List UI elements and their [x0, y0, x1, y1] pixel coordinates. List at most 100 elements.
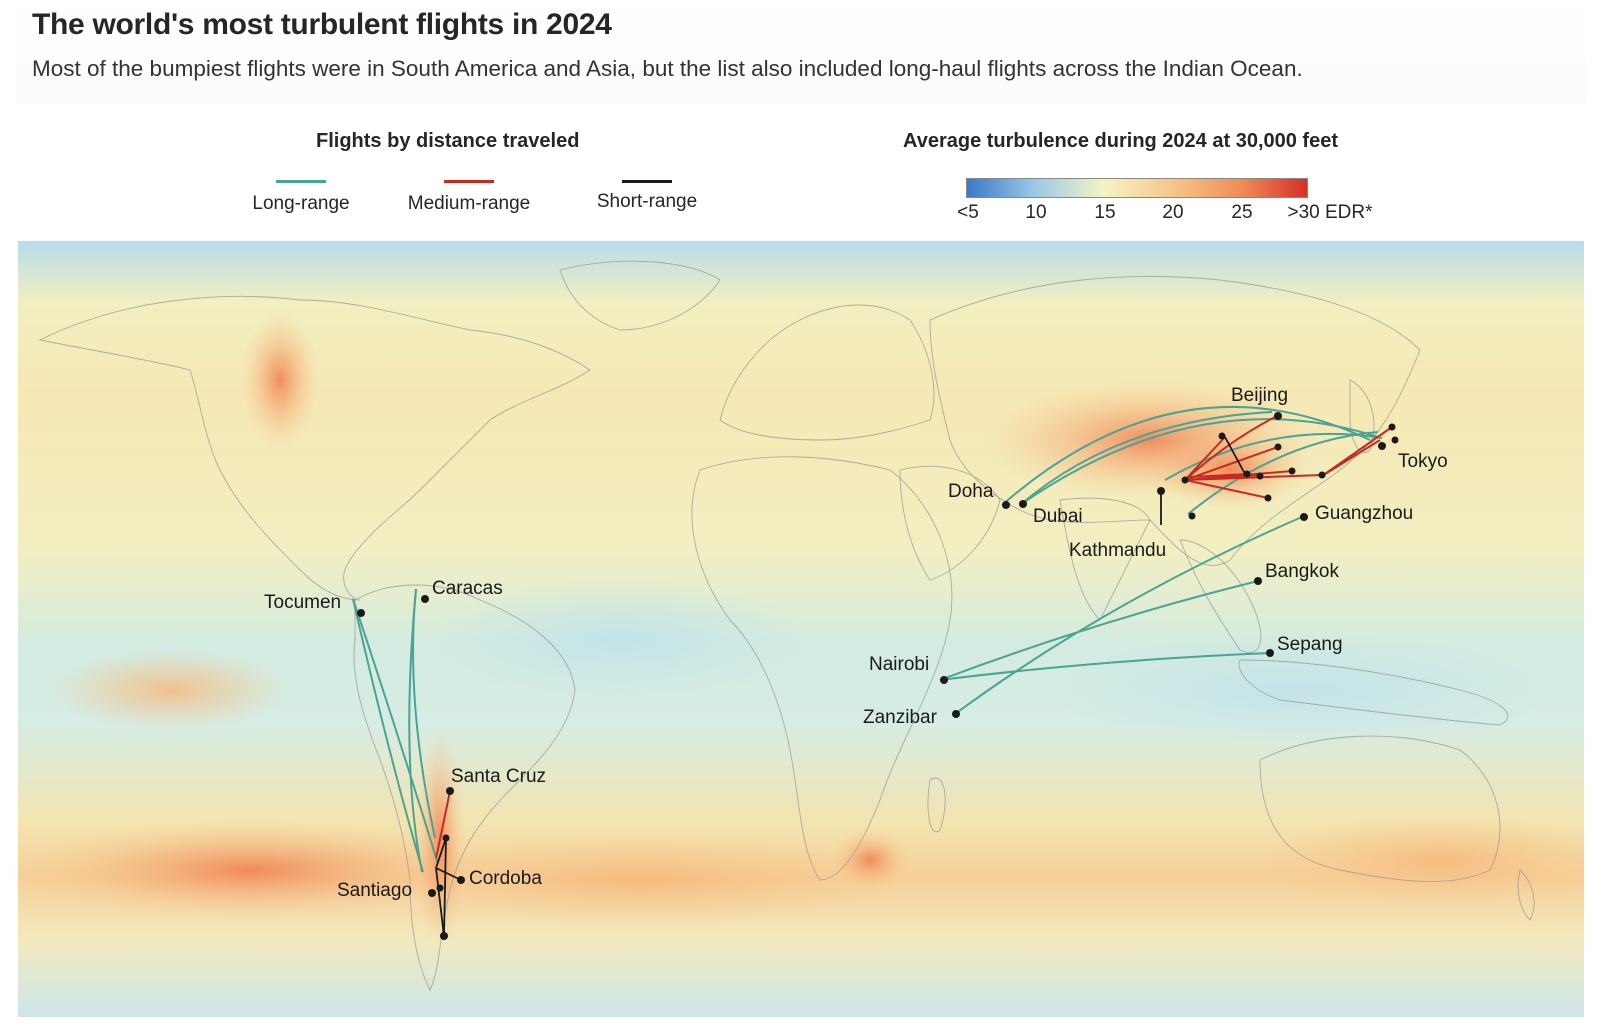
route-kathmandu-southeast	[1184, 479, 1269, 499]
new-zealand-outline	[1517, 869, 1535, 921]
short-range-swatch	[622, 180, 672, 183]
city-label-zanzibar: Zanzibar	[863, 707, 938, 728]
city-label-beijing: Beijing	[1231, 385, 1288, 406]
city-dot-zanzibar	[952, 710, 960, 718]
city-dot	[1274, 443, 1282, 451]
turbulence-coolspot	[430, 580, 810, 700]
city-dot	[1181, 476, 1189, 484]
route-kathmandu-east-1	[1184, 446, 1279, 481]
route-tocumen-santiago	[352, 598, 424, 873]
india-outline	[1059, 497, 1151, 621]
turbulence-hotspot	[380, 835, 900, 925]
city-dot	[1264, 494, 1272, 502]
city-label-caracas: Caracas	[432, 578, 503, 599]
short-range-routes	[435, 436, 1246, 937]
long-range-swatch	[276, 180, 326, 183]
page-subtitle: Most of the bumpiest flights were in Sou…	[32, 56, 1303, 81]
turbulence-hotspot	[1260, 815, 1584, 905]
city-dot	[1243, 470, 1251, 478]
route-santa-cruz-santiago	[435, 790, 451, 859]
route-nairobi-sepang	[939, 652, 1271, 681]
route-dubai-beijing	[1019, 411, 1273, 506]
city-dot-tokyo	[1378, 442, 1386, 450]
world-map-svg: Tocumen Caracas Santa Cruz Cordoba Santi…	[18, 241, 1584, 1017]
scale-tick: <5	[957, 202, 979, 223]
route-santiago-south	[435, 867, 445, 937]
south-america-outline	[353, 584, 576, 992]
city-dot	[1318, 471, 1326, 479]
route-bangkok-region-tokyo	[1187, 431, 1379, 515]
city-dot-sepang	[1266, 649, 1274, 657]
city-dot	[436, 884, 444, 892]
city-dot-beijing	[1274, 412, 1282, 420]
world-map: Tocumen Caracas Santa Cruz Cordoba Santi…	[18, 241, 1584, 1017]
scale-tick: 20	[1162, 202, 1184, 223]
turbulence-hotspot	[830, 830, 910, 890]
scale-tick: >30 EDR*	[1287, 202, 1373, 223]
city-label-tocumen: Tocumen	[264, 592, 341, 613]
city-dot	[1388, 423, 1396, 431]
city-label-sepang: Sepang	[1277, 634, 1343, 655]
city-dot-nairobi	[940, 676, 948, 684]
city-label-santa-cruz: Santa Cruz	[451, 766, 546, 787]
arabia-outline	[899, 465, 1001, 581]
long-range-routes	[352, 405, 1383, 873]
city-label-bangkok: Bangkok	[1265, 561, 1339, 582]
continent-outlines	[38, 260, 1535, 992]
city-label-kathmandu: Kathmandu	[1069, 540, 1166, 561]
asia-outline	[929, 275, 1421, 566]
city-label-guangzhou: Guangzhou	[1315, 503, 1413, 524]
europe-outline	[719, 304, 935, 441]
madagascar-outline	[927, 777, 946, 833]
city-dot-tocumen	[357, 609, 365, 617]
page-title: The world's most turbulent flights in 20…	[32, 8, 612, 41]
city-dot-mendoza	[442, 834, 450, 842]
city-label-dubai: Dubai	[1033, 506, 1083, 527]
city-dot-caracas	[421, 595, 429, 603]
route-doha-tokyo	[1001, 405, 1371, 506]
medium-range-swatch	[444, 180, 494, 183]
city-dot-bangkok	[1254, 577, 1262, 585]
city-label-santiago: Santiago	[337, 880, 412, 901]
route-santiago-cordoba	[435, 867, 462, 881]
africa-outline	[691, 456, 953, 881]
medium-range-routes	[435, 415, 1393, 859]
route-chile-short	[435, 837, 447, 869]
route-caracas-santa-cruz	[412, 588, 436, 839]
route-zanzibar-guangzhou	[954, 516, 1303, 715]
city-dot	[1391, 436, 1399, 444]
city-dot-dubai	[1019, 500, 1027, 508]
turbulence-legend-title: Average turbulence during 2024 at 30,000…	[903, 130, 1338, 152]
rocky-mountains-hotspot	[240, 310, 320, 450]
city-dot-guangzhou	[1300, 513, 1308, 521]
scale-tick: 10	[1025, 202, 1047, 223]
city-dot-kathmandu	[1157, 487, 1165, 495]
route-kathmandu-beijing	[1184, 415, 1278, 481]
route-inland-hub-link	[1224, 436, 1246, 475]
city-dot	[1288, 467, 1296, 475]
route-nairobi-bangkok	[939, 580, 1259, 681]
greenland-outline	[559, 260, 721, 331]
city-dot-santa-cruz	[446, 787, 454, 795]
turbulence-hotspot	[20, 820, 480, 920]
australia-outline	[1259, 735, 1501, 882]
city-label-tokyo: Tokyo	[1398, 451, 1448, 472]
long-range-label: Long-range	[252, 193, 350, 214]
flights-legend-title: Flights by distance traveled	[316, 130, 580, 152]
japan-outline	[1349, 379, 1375, 453]
turbulence-hotspot	[1150, 430, 1310, 510]
short-range-label: Short-range	[596, 191, 698, 212]
city-dot-cordoba	[457, 876, 465, 884]
route-central-japan	[1321, 439, 1381, 477]
city-labels: Tocumen Caracas Santa Cruz Cordoba Santi…	[264, 385, 1448, 901]
scale-tick: 15	[1094, 202, 1116, 223]
medium-range-label: Medium-range	[407, 193, 531, 214]
city-dot	[1218, 432, 1226, 440]
route-mendoza-south	[443, 837, 447, 937]
city-label-cordoba: Cordoba	[469, 868, 542, 889]
city-dot	[1188, 512, 1196, 520]
city-dot-south	[440, 932, 448, 940]
city-markers	[357, 412, 1399, 940]
city-dot-doha	[1002, 501, 1010, 509]
southeast-asia-outline	[1179, 539, 1262, 653]
